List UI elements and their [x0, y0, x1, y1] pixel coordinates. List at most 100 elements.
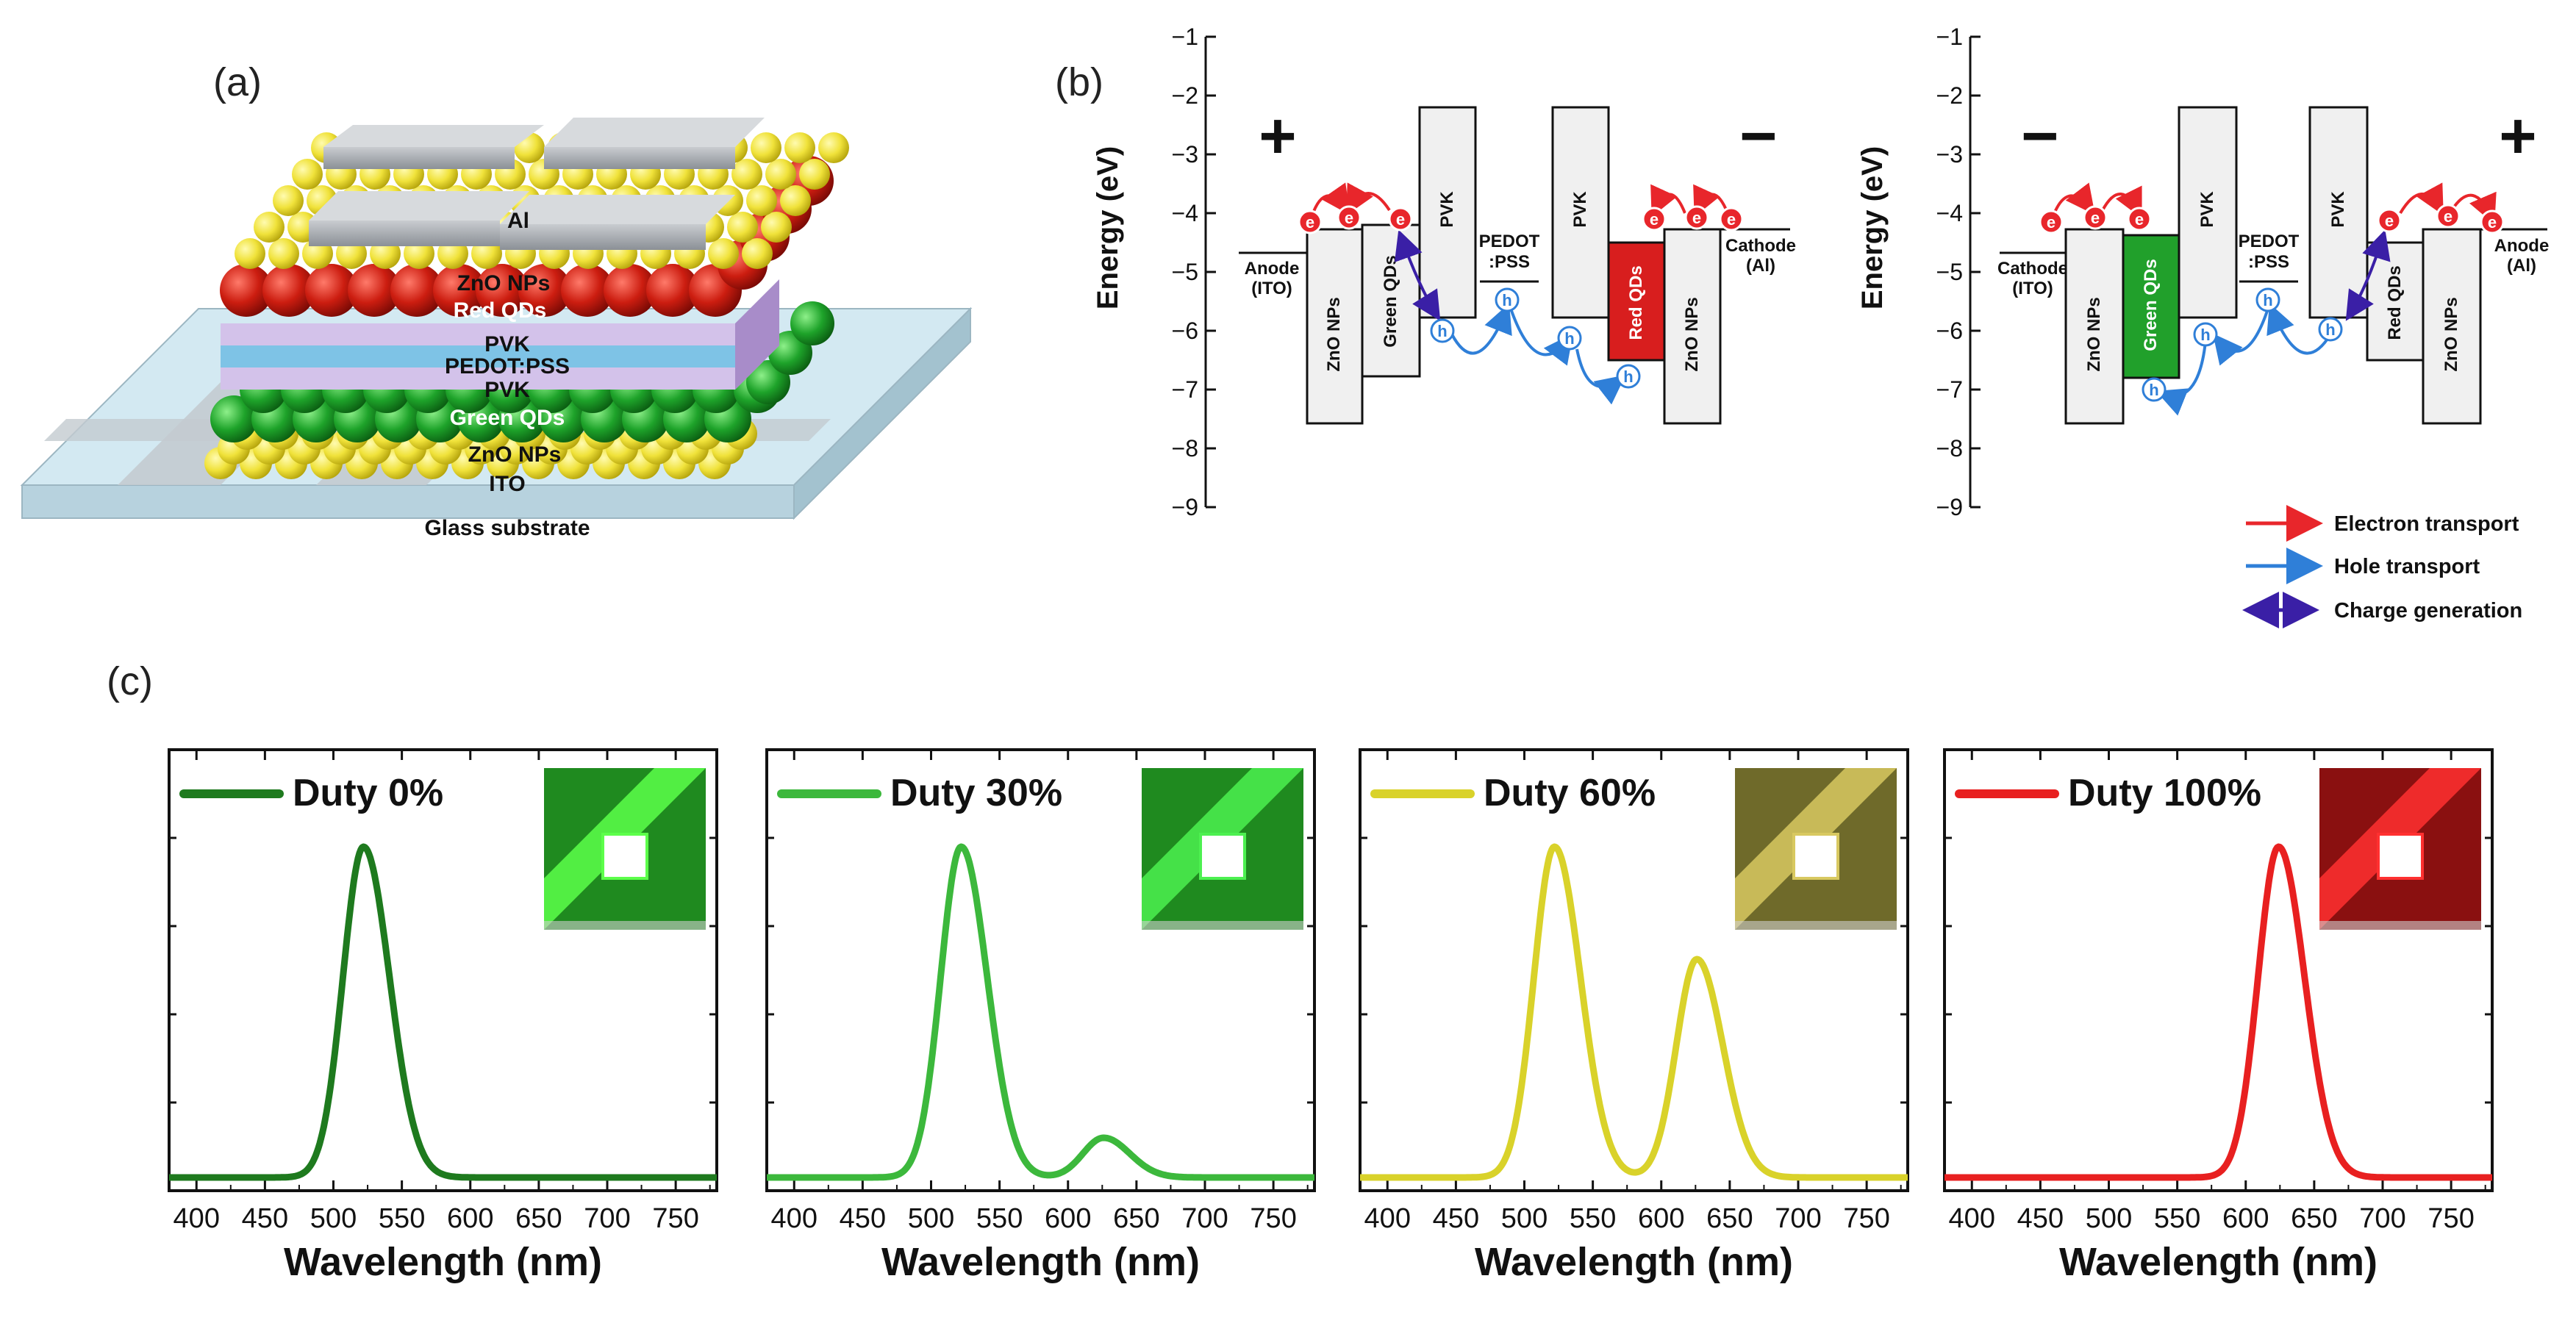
pvk-pedot-side: [735, 279, 779, 390]
pvk-box-2-label: PVK: [1570, 191, 1590, 228]
chart-title: Duty 30%: [890, 772, 1062, 814]
svg-text:e: e: [2444, 207, 2452, 226]
spectrum-line: [167, 843, 719, 1181]
hole-symbol: h: [2142, 377, 2167, 402]
zno-nanoparticle: [761, 212, 792, 243]
red-quantum-dot: [348, 264, 401, 317]
energy-tick-label: −9: [1172, 494, 1198, 520]
x-tick-label: 600: [447, 1203, 493, 1234]
emission-spectra: 400 450 500 550 600 650 700 750 Wavelength (nm) D…: [167, 748, 2494, 1284]
glass-substrate-side: [793, 306, 971, 520]
x-tick-label: 550: [1570, 1203, 1616, 1234]
electron-symbol: e: [2039, 209, 2064, 234]
zno-box-r-label: ZnO NPs: [2084, 297, 2104, 371]
x-axis-label: Wavelength (nm): [1475, 1240, 1793, 1284]
spectrum-chart: 400 450 500 550 600 650 700 750 Wavelength (nm) D…: [1358, 748, 1910, 1284]
green-quantum-dot: [790, 301, 834, 345]
energy-tick-label: −1: [1172, 24, 1198, 50]
x-tick-label: 750: [1843, 1203, 1889, 1234]
red-qds-box: [1607, 241, 1666, 362]
electron-symbol: e: [2480, 209, 2505, 234]
svg-text:h: h: [1437, 322, 1447, 340]
zno-nanoparticle: [784, 132, 815, 163]
x-tick-label: 600: [2222, 1203, 2269, 1234]
device-photo-inset: [544, 768, 706, 930]
chart-title: Duty 0%: [293, 772, 443, 814]
svg-text:h: h: [2200, 326, 2210, 344]
panel-label-b: (b): [1055, 60, 1103, 104]
red-quantum-dot: [646, 264, 699, 317]
energy-tick-label: −3: [1172, 141, 1198, 168]
energy-tick-label: −3: [1936, 141, 1963, 168]
energy-tick-label: −8: [1172, 435, 1198, 462]
zno-nanoparticle: [254, 212, 285, 243]
pvk-box-2: [1551, 106, 1610, 319]
hole-symbol: h: [2255, 287, 2280, 312]
x-tick-label: 400: [173, 1203, 220, 1234]
device-photo-inset: [2319, 768, 2481, 930]
electron-symbol: e: [2377, 208, 2402, 233]
zno-nanoparticle: [818, 132, 849, 163]
hole-transport-arrow: [2155, 341, 2207, 416]
red-quantum-dot: [390, 264, 443, 317]
x-tick-label: 550: [976, 1203, 1023, 1234]
red-quantum-dot: [604, 264, 656, 317]
energy-diagram-left: + − Anode (ITO) ZnO NPs Green QDs PVK PE…: [1239, 99, 1796, 425]
device-photo-inset: [1735, 768, 1897, 930]
zno-nanoparticle: [746, 185, 777, 216]
x-tick-label: 700: [1775, 1203, 1821, 1234]
electron-symbol: e: [1684, 205, 1709, 230]
svg-text:e: e: [2091, 209, 2100, 227]
legend-electron: Electron transport: [2334, 512, 2519, 536]
layer-label-pvk-bottom: PVK: [484, 378, 530, 402]
svg-text:e: e: [1692, 209, 1701, 227]
zno-nanoparticle: [751, 132, 781, 163]
x-tick-label: 600: [1638, 1203, 1684, 1234]
x-tick-label: 750: [652, 1203, 698, 1234]
zno-box-2: [1663, 228, 1722, 425]
x-tick-label: 500: [310, 1203, 357, 1234]
electron-symbol: e: [2083, 205, 2108, 230]
hole-transport-arrow: [1450, 303, 1512, 355]
pedot-pss-layer: [221, 345, 735, 368]
zno-nanoparticle: [765, 159, 796, 190]
anode-ito-label: Anode: [1245, 259, 1300, 279]
cathode-al-label: Cathode: [1725, 236, 1796, 256]
zno-nanoparticle: [731, 159, 762, 190]
legend-generation: Charge generation: [2334, 599, 2522, 623]
pedot-label-2: :PSS: [1489, 252, 1530, 272]
energy-tick-label: −2: [1936, 82, 1963, 109]
zno-box-r: [2064, 228, 2125, 425]
energy-axis-label-left: Energy (eV): [1092, 146, 1124, 309]
x-tick-label: 400: [1949, 1203, 1995, 1234]
electron-symbol: e: [1719, 207, 1744, 232]
x-tick-label: 500: [908, 1203, 954, 1234]
pvk-box-r1-label: PVK: [2197, 191, 2217, 228]
electron-transport-arrow: [2399, 182, 2444, 216]
green-qds-box-label: Green QDs: [1381, 255, 1400, 347]
pvk-box-1-label: PVK: [1437, 191, 1457, 228]
svg-text:e: e: [2488, 213, 2497, 232]
al-electrodes: [309, 118, 765, 250]
zno-nanoparticle: [780, 185, 811, 216]
energy-tick-label: −4: [1936, 200, 1963, 226]
svg-text:h: h: [1564, 329, 1574, 348]
svg-text:e: e: [1396, 210, 1405, 229]
pedot-label-r: PEDOT: [2239, 232, 2300, 251]
zno-nanoparticle: [292, 159, 323, 190]
zno-nanoparticle: [268, 238, 299, 269]
x-tick-label: 450: [242, 1203, 288, 1234]
electron-symbol: e: [1337, 205, 1362, 230]
x-tick-label: 700: [1181, 1203, 1228, 1234]
polarity-minus-right: −: [2021, 99, 2058, 172]
energy-tick-label: −7: [1172, 376, 1198, 403]
layer-label-zno-bottom: ZnO NPs: [468, 442, 562, 467]
spectrum-line: [765, 843, 1317, 1181]
layer-label-zno-top: ZnO NPs: [457, 271, 551, 295]
svg-text:e: e: [1345, 209, 1353, 227]
zno-nanoparticle: [799, 159, 830, 190]
energy-tick-label: −6: [1172, 318, 1198, 344]
pvk-box-r2-label: PVK: [2328, 191, 2348, 228]
green-qds-box-r: [2122, 234, 2180, 379]
x-tick-label: 450: [840, 1203, 886, 1234]
